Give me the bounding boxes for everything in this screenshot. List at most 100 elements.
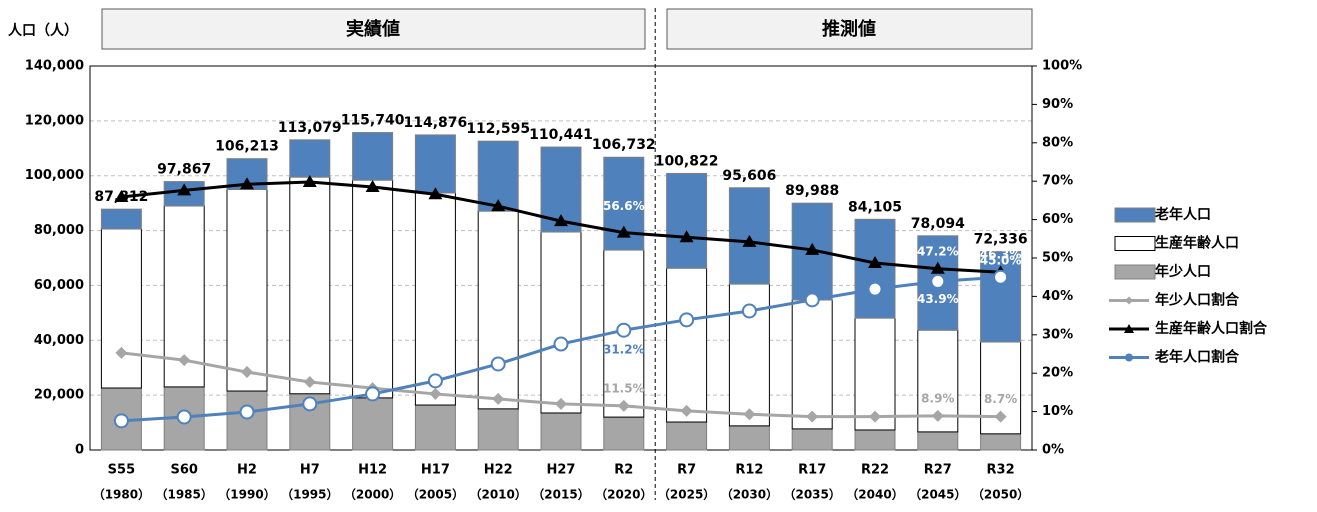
total-label: 106,213 xyxy=(215,139,279,155)
x-tick-label: R27 xyxy=(924,463,952,478)
point xyxy=(178,354,191,367)
bar-segment xyxy=(289,139,331,178)
bar-segment xyxy=(666,172,708,269)
point xyxy=(679,230,694,243)
bar-segment xyxy=(100,228,142,389)
y2-tick-label: 0% xyxy=(1042,443,1064,458)
x-tick-label: S60 xyxy=(170,463,197,478)
point xyxy=(930,261,945,274)
point xyxy=(429,387,442,400)
point xyxy=(177,183,192,196)
point-label: 46.3% xyxy=(980,248,1022,262)
legend-label: 生産年齢人口 xyxy=(1155,235,1239,252)
bar-segment xyxy=(100,208,142,230)
x-tick-year: （2030） xyxy=(721,487,778,502)
legend-swatch xyxy=(1114,207,1156,223)
y-tick-label: 20,000 xyxy=(34,388,84,403)
bar-segment xyxy=(414,134,456,194)
x-tick-year: （1980） xyxy=(93,487,150,502)
bar-segment xyxy=(414,192,456,406)
y2-tick-label: 70% xyxy=(1042,174,1073,189)
x-tick-label: R7 xyxy=(677,463,696,478)
legend-swatch xyxy=(1114,264,1156,280)
point-label: 8.9% xyxy=(921,391,954,405)
bar-segment xyxy=(414,404,456,451)
y2-tick-label: 10% xyxy=(1042,404,1073,419)
point xyxy=(303,376,316,389)
bar-segment xyxy=(477,210,519,410)
point xyxy=(869,410,881,423)
total-label: 110,441 xyxy=(529,127,593,143)
x-tick-label: R17 xyxy=(798,463,826,478)
bar-segment xyxy=(477,408,519,451)
total-label: 89,988 xyxy=(785,183,839,199)
point-label: 8.7% xyxy=(984,392,1017,406)
y2-tick-label: 80% xyxy=(1042,135,1073,150)
point xyxy=(302,174,317,187)
x-tick-year: （2035） xyxy=(783,487,840,502)
point xyxy=(617,399,630,412)
x-tick-label: R12 xyxy=(735,463,763,478)
point xyxy=(804,292,820,308)
point xyxy=(805,242,820,255)
total-label: 106,732 xyxy=(592,137,656,153)
y-tick-label: 0 xyxy=(75,443,84,458)
point xyxy=(867,281,883,297)
y-tick-label: 120,000 xyxy=(25,113,84,128)
total-label: 72,336 xyxy=(974,232,1028,248)
point xyxy=(554,214,568,227)
header-box xyxy=(101,8,646,50)
x-tick-year: （2025） xyxy=(658,487,715,502)
total-label: 112,595 xyxy=(466,121,530,137)
y-tick-label: 40,000 xyxy=(34,333,84,348)
legend-label: 老年人口 xyxy=(1155,206,1211,223)
bar-segment xyxy=(603,416,645,451)
point xyxy=(553,336,569,352)
bar-segment xyxy=(352,132,394,181)
point-label: 47.2% xyxy=(917,244,959,258)
legend-marker xyxy=(1125,296,1133,305)
point xyxy=(680,404,693,417)
x-tick-label: H27 xyxy=(547,463,576,478)
point xyxy=(868,255,882,268)
point xyxy=(490,356,506,372)
point xyxy=(492,392,505,405)
header-box xyxy=(666,8,1033,50)
point xyxy=(616,322,632,338)
point xyxy=(176,409,192,425)
x-tick-year: （2005） xyxy=(407,487,464,502)
point xyxy=(241,366,253,379)
bar-segment xyxy=(854,429,896,451)
y2-tick-label: 30% xyxy=(1042,327,1073,342)
point-label: 45.0% xyxy=(980,254,1022,268)
point xyxy=(616,225,631,238)
point xyxy=(930,273,946,289)
x-tick-label: R22 xyxy=(861,463,889,478)
x-tick-year: （2000） xyxy=(344,487,401,502)
point xyxy=(427,373,443,389)
point xyxy=(240,177,254,190)
point xyxy=(115,346,128,359)
point xyxy=(743,408,756,421)
bar-segment xyxy=(728,425,770,451)
point xyxy=(742,234,757,247)
total-label: 84,105 xyxy=(848,199,902,215)
total-label: 113,079 xyxy=(278,120,342,136)
x-tick-label: R2 xyxy=(614,463,633,478)
x-tick-year: （2050） xyxy=(972,487,1029,502)
bar-segment xyxy=(917,431,959,451)
point xyxy=(365,179,380,192)
total-label: 95,606 xyxy=(722,168,776,184)
y2-tick-label: 40% xyxy=(1042,289,1073,304)
y2-tick-label: 50% xyxy=(1042,251,1073,266)
total-label: 115,740 xyxy=(341,113,405,129)
x-tick-year: （2045） xyxy=(909,487,966,502)
y-tick-label: 80,000 xyxy=(34,223,84,238)
bar-segment xyxy=(980,433,1022,451)
y-axis-label: 人口（人） xyxy=(8,22,78,39)
bar-segment xyxy=(666,421,708,451)
bar-segment xyxy=(540,412,582,451)
legend-label: 生産年齢人口割合 xyxy=(1155,320,1268,337)
x-tick-year: （1995） xyxy=(281,487,338,502)
x-tick-label: H2 xyxy=(237,463,257,478)
